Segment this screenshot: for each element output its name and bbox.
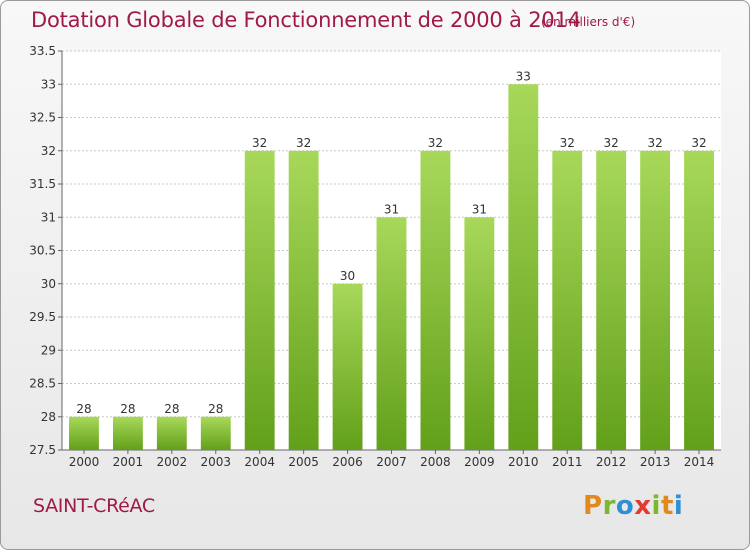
value-label-2010: 33 <box>516 69 531 83</box>
x-tick-label-2012: 2012 <box>596 455 627 469</box>
unit-note: (en milliers d'€) <box>541 15 636 29</box>
bar-2012 <box>596 150 627 450</box>
y-tick-label: 33 <box>41 77 56 91</box>
x-tick-label-2014: 2014 <box>684 455 715 469</box>
value-label-2006: 30 <box>340 269 355 283</box>
y-tick-label: 31 <box>41 210 56 224</box>
x-tick-label-2010: 2010 <box>508 455 539 469</box>
value-label-2011: 32 <box>560 136 575 150</box>
y-tick-label: 32 <box>41 144 56 158</box>
commune-name: SAINT-CRéAC <box>33 495 155 517</box>
bar-2008 <box>420 150 451 450</box>
bar-2002 <box>156 416 187 450</box>
y-tick-label: 28 <box>41 410 56 424</box>
x-tick-label-2003: 2003 <box>200 455 231 469</box>
value-label-2012: 32 <box>604 136 619 150</box>
x-tick-label-2005: 2005 <box>288 455 319 469</box>
value-label-2003: 28 <box>208 402 223 416</box>
x-tick-label-2011: 2011 <box>552 455 583 469</box>
bar-2003 <box>200 416 231 450</box>
x-tick-label-2006: 2006 <box>332 455 363 469</box>
x-tick-label-2007: 2007 <box>376 455 407 469</box>
y-tick-label: 30.5 <box>29 244 56 258</box>
bar-2007 <box>376 217 407 450</box>
y-tick-label: 31.5 <box>29 177 56 191</box>
bar-2009 <box>464 217 495 450</box>
bar-2013 <box>640 150 671 450</box>
x-tick-label-2013: 2013 <box>640 455 671 469</box>
value-label-2013: 32 <box>647 136 662 150</box>
value-label-2002: 28 <box>164 402 179 416</box>
value-label-2000: 28 <box>76 402 91 416</box>
x-tick-label-2002: 2002 <box>157 455 188 469</box>
y-tick-label: 30 <box>41 277 56 291</box>
y-tick-label: 33.5 <box>29 44 56 58</box>
value-label-2001: 28 <box>120 402 135 416</box>
x-tick-label-2001: 2001 <box>113 455 144 469</box>
y-tick-label: 29 <box>41 343 56 357</box>
bar-2004 <box>244 150 275 450</box>
value-label-2009: 31 <box>472 202 487 216</box>
value-label-2007: 31 <box>384 202 399 216</box>
x-tick-label-2008: 2008 <box>420 455 451 469</box>
x-tick-label-2009: 2009 <box>464 455 495 469</box>
value-label-2008: 32 <box>428 136 443 150</box>
bar-2006 <box>332 283 363 450</box>
bar-2011 <box>552 150 583 450</box>
x-tick-label-2000: 2000 <box>69 455 100 469</box>
y-tick-label: 29.5 <box>29 310 56 324</box>
bar-2014 <box>684 150 714 450</box>
x-tick-label-2004: 2004 <box>244 455 275 469</box>
bar-2000 <box>69 416 99 450</box>
proxiti-logo: Proxiti <box>583 491 684 521</box>
value-label-2004: 32 <box>252 136 267 150</box>
bar-2010 <box>508 84 539 450</box>
y-tick-label: 28.5 <box>29 377 56 391</box>
y-tick-label: 32.5 <box>29 111 56 125</box>
y-tick-label: 27.5 <box>29 443 56 457</box>
value-label-2014: 32 <box>691 136 706 150</box>
bar-2001 <box>112 416 143 450</box>
chart-title: Dotation Globale de Fonctionnement de 20… <box>31 8 581 32</box>
value-label-2005: 32 <box>296 136 311 150</box>
bar-2005 <box>288 150 319 450</box>
